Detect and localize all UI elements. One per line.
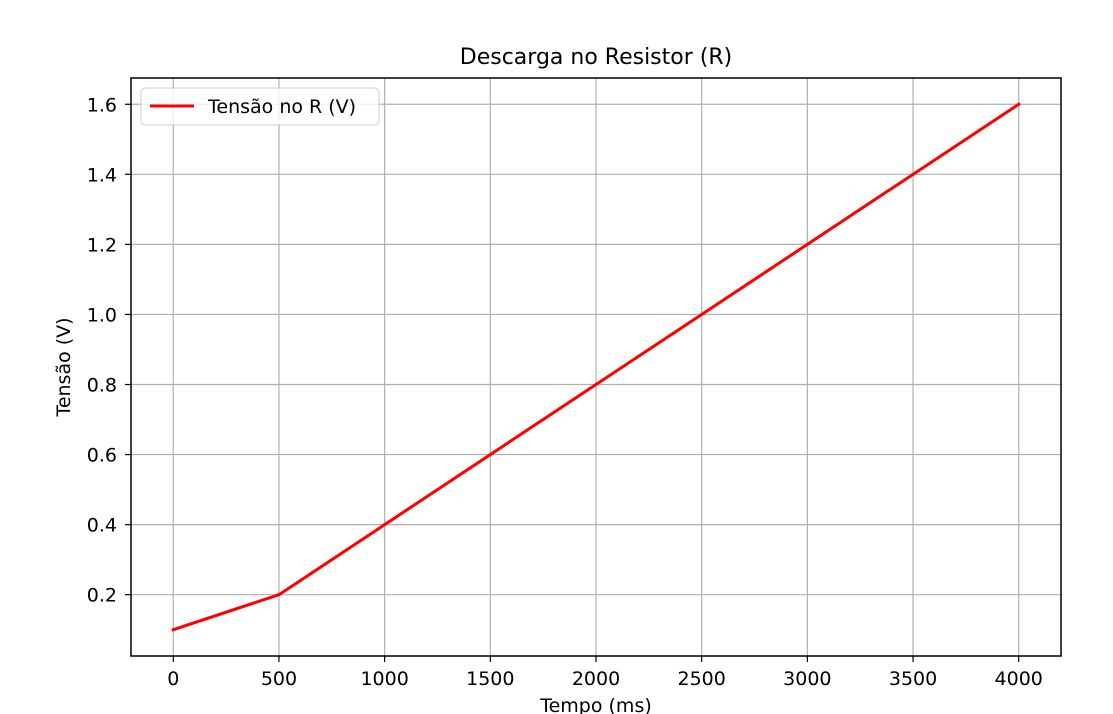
y-tick-label: 0.6 [87,445,117,467]
x-tick-label: 1000 [360,668,408,690]
x-tick-label: 0 [167,668,179,690]
data-point [1017,102,1021,106]
x-axis: 0 500 1000 1500 2000 2500 3000 3500 4000 [167,656,1043,690]
x-tick-label: 4000 [995,668,1043,690]
x-tick-label: 1500 [466,668,514,690]
data-point [383,523,387,527]
x-tick-label: 2000 [572,668,620,690]
series-layer [171,102,1021,632]
data-point [277,593,281,597]
y-axis: 0.2 0.4 0.6 0.8 1.0 1.2 1.4 1.6 [87,94,131,607]
y-tick-label: 0.8 [87,375,117,397]
y-axis-title: Tensão (V) [53,317,75,417]
x-tick-label: 3000 [783,668,831,690]
data-point [171,628,175,632]
legend-label: Tensão no R (V) [207,96,356,118]
x-tick-label: 2500 [678,668,726,690]
data-point [805,242,809,246]
chart-title: Descarga no Resistor (R) [460,45,732,70]
x-tick-label: 500 [261,668,297,690]
y-tick-label: 1.6 [87,94,117,116]
legend-frame [140,87,380,126]
data-point [700,312,704,316]
data-point [488,453,492,457]
legend: Tensão no R (V) [140,87,380,126]
y-tick-label: 1.0 [87,304,117,326]
x-tick-label: 3500 [889,668,937,690]
data-point [911,172,915,176]
x-axis-title: Tempo (ms) [539,695,652,714]
y-tick-label: 1.2 [87,234,117,256]
y-tick-label: 0.4 [87,515,117,537]
y-tick-label: 1.4 [87,164,117,186]
data-point [594,383,598,387]
y-tick-label: 0.2 [87,585,117,607]
